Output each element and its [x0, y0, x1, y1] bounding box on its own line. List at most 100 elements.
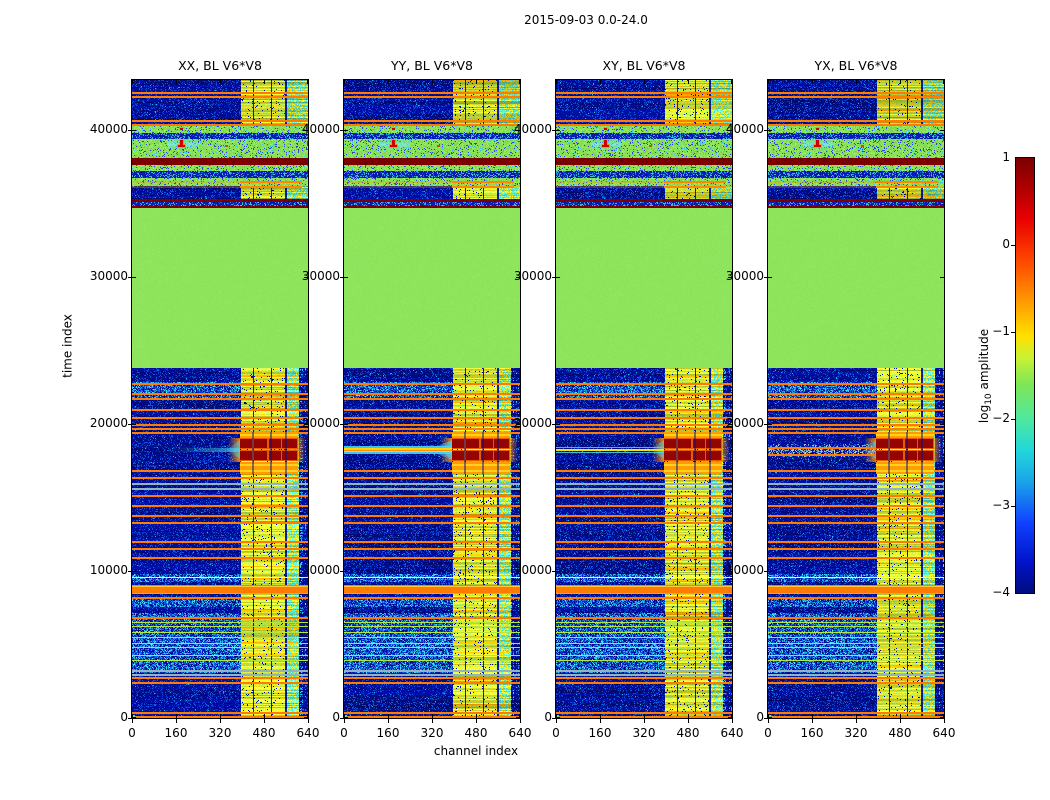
y-tick-mark [764, 277, 768, 278]
heatmap-canvas-yy [344, 80, 520, 718]
x-tick-label: 320 [632, 726, 656, 740]
y-tick-label: 30000 [513, 269, 552, 283]
colorbar-tick-mark [1011, 245, 1016, 246]
x-tick-label: 480 [888, 726, 912, 740]
colorbar-tick-mark [1011, 506, 1016, 507]
x-tick-mark [220, 719, 221, 723]
y-tick-label: 40000 [513, 122, 552, 136]
y-tick-mark [340, 130, 344, 131]
y-tick-mark [764, 424, 768, 425]
colorbar-tick-mark [1011, 332, 1016, 333]
y-tick-mark [340, 718, 344, 719]
colorbar-tick-label: −2 [992, 411, 1010, 425]
y-tick-label: 10000 [725, 563, 764, 577]
x-tick-mark [432, 719, 433, 723]
x-tick-label: 0 [340, 726, 348, 740]
x-tick-label: 0 [764, 726, 772, 740]
x-tick-mark [132, 719, 133, 723]
x-tick-label: 640 [932, 726, 956, 740]
y-tick-label: 40000 [725, 122, 764, 136]
x-tick-label: 160 [376, 726, 400, 740]
x-tick-label: 160 [588, 726, 612, 740]
y-tick-mark [128, 130, 132, 131]
colorbar-tick-label: −4 [992, 585, 1010, 599]
y-tick-mark [128, 277, 132, 278]
y-tick-mark [764, 130, 768, 131]
x-tick-label: 480 [252, 726, 276, 740]
x-tick-label: 160 [164, 726, 188, 740]
x-axis-label: channel index [433, 744, 519, 758]
y-tick-mark [552, 424, 556, 425]
x-tick-mark [556, 719, 557, 723]
y-tick-mark [552, 130, 556, 131]
heatmap-panel-xy [555, 79, 733, 719]
x-tick-mark [344, 719, 345, 723]
y-axis-label: time index [60, 314, 75, 378]
y-tick-label: 20000 [725, 416, 764, 430]
y-tick-label: 20000 [301, 416, 340, 430]
heatmap-canvas-xx [132, 80, 308, 718]
y-tick-label: 0 [120, 710, 128, 724]
y-tick-mark [764, 571, 768, 572]
colorbar-tick-mark [1011, 419, 1016, 420]
x-tick-mark [944, 719, 945, 723]
y-tick-label: 0 [544, 710, 552, 724]
x-tick-label: 640 [296, 726, 320, 740]
panel-title-yx: YX, BL V6*V8 [814, 58, 898, 73]
x-tick-label: 480 [464, 726, 488, 740]
x-tick-label: 640 [720, 726, 744, 740]
heatmap-panel-xx [131, 79, 309, 719]
y-tick-label: 20000 [513, 416, 552, 430]
x-tick-mark [732, 719, 733, 723]
figure-title: 2015-09-03 0.0-24.0 [524, 13, 648, 27]
x-tick-label: 0 [128, 726, 136, 740]
x-tick-mark [688, 719, 689, 723]
y-tick-label: 10000 [513, 563, 552, 577]
x-tick-label: 480 [676, 726, 700, 740]
colorbar-label: log10 amplitude [977, 329, 997, 423]
heatmap-panel-yy [343, 79, 521, 719]
y-tick-label: 0 [756, 710, 764, 724]
heatmap-canvas-xy [556, 80, 732, 718]
x-tick-mark [388, 719, 389, 723]
colorbar [1015, 157, 1035, 594]
y-tick-label: 10000 [89, 563, 128, 577]
x-tick-mark [812, 719, 813, 723]
y-tick-mark [764, 718, 768, 719]
y-tick-mark [340, 571, 344, 572]
x-tick-mark [768, 719, 769, 723]
x-tick-label: 160 [800, 726, 824, 740]
x-tick-label: 320 [208, 726, 232, 740]
heatmap-panel-yx [767, 79, 945, 719]
y-tick-label: 40000 [89, 122, 128, 136]
heatmap-canvas-yx [768, 80, 944, 718]
y-tick-mark [340, 424, 344, 425]
y-tick-mark [128, 571, 132, 572]
x-tick-mark [600, 719, 601, 723]
panel-title-xx: XX, BL V6*V8 [178, 58, 262, 73]
x-tick-label: 320 [844, 726, 868, 740]
y-tick-label: 30000 [301, 269, 340, 283]
y-tick-label: 40000 [301, 122, 340, 136]
y-tick-label: 10000 [301, 563, 340, 577]
colorbar-tick-label: 1 [1002, 150, 1010, 164]
y-tick-mark [552, 571, 556, 572]
y-tick-mark [128, 718, 132, 719]
x-tick-mark [644, 719, 645, 723]
panel-title-yy: YY, BL V6*V8 [391, 58, 473, 73]
colorbar-label-sub: 10 [984, 393, 994, 405]
x-tick-mark [476, 719, 477, 723]
y-tick-label: 0 [332, 710, 340, 724]
x-tick-label: 640 [508, 726, 532, 740]
panel-title-xy: XY, BL V6*V8 [602, 58, 686, 73]
colorbar-tick-label: −1 [992, 324, 1010, 338]
x-tick-label: 0 [552, 726, 560, 740]
colorbar-tick-label: −3 [992, 498, 1010, 512]
y-tick-label: 30000 [725, 269, 764, 283]
y-tick-label: 20000 [89, 416, 128, 430]
colorbar-tick-label: 0 [1002, 237, 1010, 251]
y-tick-mark [552, 277, 556, 278]
x-tick-mark [900, 719, 901, 723]
y-tick-mark [552, 718, 556, 719]
